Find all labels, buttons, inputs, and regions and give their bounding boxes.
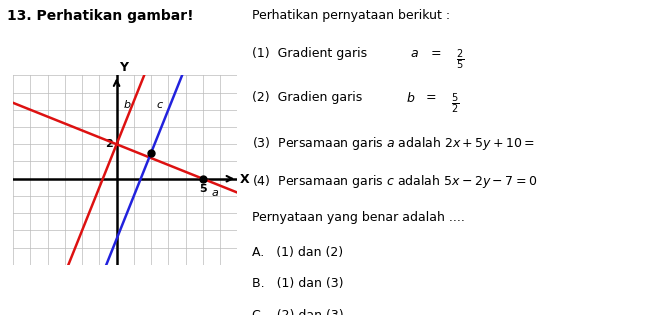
Text: a: a bbox=[212, 187, 218, 198]
Text: $\frac{2}{5}$: $\frac{2}{5}$ bbox=[455, 47, 464, 72]
Text: Pernyataan yang benar adalah ....: Pernyataan yang benar adalah .... bbox=[252, 211, 465, 224]
Text: C.   (2) dan (3): C. (2) dan (3) bbox=[252, 309, 344, 315]
Text: 13. Perhatikan gambar!: 13. Perhatikan gambar! bbox=[7, 9, 193, 23]
Text: Y: Y bbox=[119, 60, 129, 74]
Text: c: c bbox=[157, 100, 163, 110]
Text: $b$: $b$ bbox=[406, 91, 415, 105]
Text: =: = bbox=[422, 91, 441, 104]
Text: A.   (1) dan (2): A. (1) dan (2) bbox=[252, 246, 343, 259]
Text: (2)  Gradien garis: (2) Gradien garis bbox=[252, 91, 366, 104]
Text: Perhatikan pernyataan berikut :: Perhatikan pernyataan berikut : bbox=[252, 9, 450, 22]
Text: (4)  Persamaan garis $c$ adalah $5x - 2y - 7 = 0$: (4) Persamaan garis $c$ adalah $5x - 2y … bbox=[252, 173, 537, 190]
Text: (3)  Persamaan garis $a$ adalah $2x + 5y + 10 =$: (3) Persamaan garis $a$ adalah $2x + 5y … bbox=[252, 135, 535, 152]
Text: X: X bbox=[240, 173, 250, 186]
Text: 2: 2 bbox=[105, 139, 113, 149]
Text: $a$: $a$ bbox=[410, 47, 418, 60]
Text: =: = bbox=[426, 47, 445, 60]
Text: B.   (1) dan (3): B. (1) dan (3) bbox=[252, 277, 343, 290]
Text: b: b bbox=[123, 100, 130, 110]
Text: (1)  Gradient garis: (1) Gradient garis bbox=[252, 47, 371, 60]
Text: $\frac{5}{2}$: $\frac{5}{2}$ bbox=[451, 91, 459, 116]
Text: 5: 5 bbox=[199, 184, 206, 194]
